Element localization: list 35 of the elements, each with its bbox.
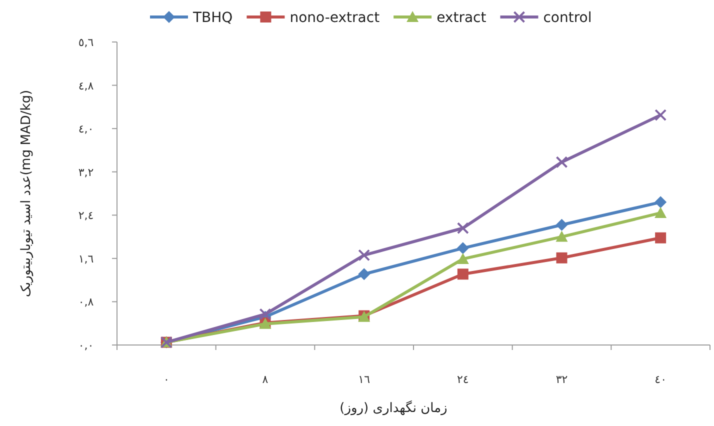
legend-label: TBHQ — [192, 10, 233, 26]
y-tick-label: ٢,٤ — [78, 209, 94, 222]
point — [654, 196, 667, 208]
x-tick-label: ٠ — [163, 373, 170, 386]
point — [456, 252, 469, 264]
point — [457, 268, 468, 280]
x-tick-label: ٢٤ — [457, 373, 469, 386]
legend-label: control — [543, 10, 592, 26]
x-axis-title: زمان نگهداری (روز) — [340, 400, 448, 416]
y-tick-label: ٠,٠ — [78, 339, 94, 352]
point — [654, 206, 667, 218]
point — [556, 218, 568, 231]
y-axis-title: عدد اسید تیوباربیتوریک(mg MAD/kg) — [19, 90, 34, 298]
point — [655, 232, 666, 244]
point — [456, 242, 469, 254]
point — [654, 109, 667, 122]
point — [358, 249, 370, 262]
x-tick-label: ١٦ — [358, 373, 370, 386]
y-tick-label: ٤,٠ — [78, 122, 94, 136]
y-tick-label: ٥,٦ — [78, 36, 94, 49]
x-tick-label: ٣٢ — [556, 373, 568, 386]
point — [456, 222, 469, 234]
x-tick-label: ٤٠ — [654, 373, 666, 386]
y-tick-label: ٤,٨ — [78, 79, 94, 92]
point — [556, 230, 568, 242]
point — [556, 252, 568, 264]
legend-label: nono-extract — [290, 10, 380, 26]
x-tick-label: ٨ — [262, 373, 268, 386]
point — [358, 268, 370, 280]
point — [556, 156, 568, 168]
y-tick-label: ١,٦ — [78, 252, 94, 266]
y-tick-label: ٠,٨ — [78, 296, 94, 309]
point — [259, 308, 272, 320]
y-tick-label: ٣,٢ — [78, 166, 94, 179]
legend-label: extract — [436, 10, 487, 26]
